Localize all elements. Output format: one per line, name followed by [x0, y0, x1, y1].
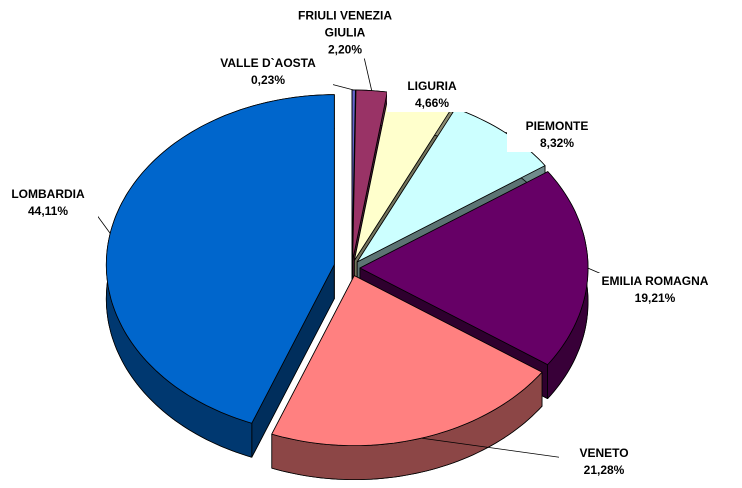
category-name: LOMBARDIA: [11, 187, 85, 201]
category-name: PIEMONTE: [525, 119, 589, 133]
value-label: 19,21%: [634, 291, 676, 305]
category-name: LIGURIA: [407, 79, 457, 93]
value-label: 2,20%: [327, 42, 363, 57]
slice-label: EMILIA ROMAGNA 19,21%: [590, 273, 720, 307]
value-label: 0,23%: [250, 73, 286, 87]
slice-label: FRIULI VENEZIA GIULIA 2,20%: [290, 7, 400, 59]
slice-label: VALLE D`AOSTA 0,23%: [203, 55, 333, 89]
slice-label: PIEMONTE 8,32%: [507, 118, 607, 152]
value-label: 44,11%: [27, 204, 69, 218]
category-name: VALLE D`AOSTA: [220, 56, 316, 70]
category-name: EMILIA ROMAGNA: [601, 274, 709, 288]
value-label: 21,28%: [583, 463, 625, 477]
category-name: FRIULI VENEZIA GIULIA: [297, 8, 392, 40]
slice: [356, 108, 546, 263]
slice-label: VENETO 21,28%: [559, 445, 649, 479]
slice-label: LIGURIA 4,66%: [387, 78, 477, 112]
value-label: 8,32%: [539, 136, 575, 150]
slice-label: LOMBARDIA 44,11%: [0, 186, 98, 220]
value-label: 4,66%: [414, 96, 450, 110]
category-name: VENETO: [579, 446, 629, 460]
